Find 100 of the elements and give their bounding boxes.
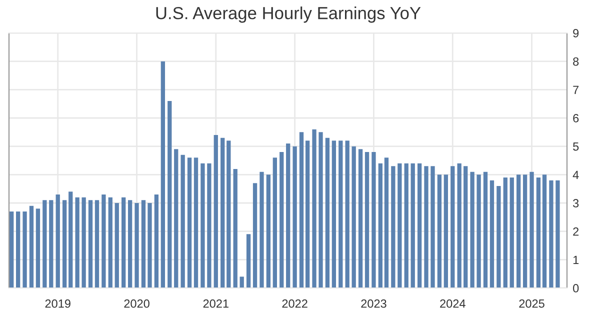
y-tick-label: 4 bbox=[572, 170, 579, 179]
bar bbox=[102, 194, 106, 288]
bar bbox=[42, 200, 47, 288]
bar bbox=[108, 197, 112, 288]
bar bbox=[522, 174, 528, 288]
bar bbox=[510, 178, 514, 288]
bar bbox=[160, 61, 166, 288]
bar bbox=[16, 212, 20, 288]
bar bbox=[272, 158, 277, 288]
bar bbox=[556, 180, 560, 288]
bar bbox=[496, 186, 501, 288]
bar bbox=[148, 203, 152, 288]
y-tick-label: 2 bbox=[573, 227, 579, 236]
bar bbox=[352, 146, 356, 288]
bar bbox=[214, 135, 218, 288]
bar bbox=[384, 158, 389, 288]
bar bbox=[364, 152, 370, 288]
bar bbox=[410, 163, 415, 288]
bar bbox=[82, 197, 86, 288]
x-tick-label: 2025 bbox=[519, 299, 544, 308]
bar bbox=[141, 200, 146, 288]
bar bbox=[207, 163, 212, 288]
bar bbox=[503, 178, 508, 288]
y-tick-label: 6 bbox=[573, 114, 579, 122]
bar bbox=[36, 208, 40, 288]
bar bbox=[536, 178, 541, 288]
bar bbox=[240, 276, 244, 288]
bar bbox=[174, 149, 178, 288]
bar bbox=[378, 163, 382, 288]
bar bbox=[56, 194, 60, 288]
y-tick-label: 3 bbox=[573, 199, 579, 208]
x-tick-label: 2019 bbox=[45, 299, 70, 308]
bar bbox=[187, 158, 192, 288]
bar bbox=[437, 174, 442, 288]
bar bbox=[88, 200, 93, 288]
y-tick-label: 9 bbox=[573, 29, 579, 38]
bar bbox=[358, 149, 363, 288]
bar bbox=[516, 174, 521, 288]
bar bbox=[22, 212, 27, 288]
bar bbox=[168, 101, 172, 288]
bar bbox=[49, 200, 54, 288]
bar bbox=[292, 146, 297, 288]
bar bbox=[200, 163, 205, 288]
bar bbox=[391, 166, 396, 288]
bar bbox=[260, 172, 264, 288]
bar bbox=[10, 212, 14, 288]
x-tick-label: 2022 bbox=[282, 299, 308, 308]
bar bbox=[154, 194, 159, 288]
bar bbox=[325, 138, 330, 288]
bar bbox=[280, 152, 284, 288]
y-tick-label: 0 bbox=[573, 284, 579, 292]
bar bbox=[417, 163, 422, 288]
bar bbox=[470, 172, 474, 288]
bar bbox=[457, 163, 462, 288]
x-tick-label: 2024 bbox=[440, 299, 466, 308]
x-tick-label: 2021 bbox=[203, 299, 228, 308]
bar bbox=[530, 172, 534, 288]
bar bbox=[75, 197, 80, 288]
bar bbox=[430, 166, 435, 288]
bar bbox=[299, 132, 304, 288]
bar bbox=[29, 206, 34, 288]
x-tick-label: 2020 bbox=[124, 299, 150, 308]
bar bbox=[194, 158, 198, 288]
bar bbox=[345, 140, 350, 288]
bar bbox=[122, 197, 126, 288]
bar bbox=[450, 166, 455, 288]
bar bbox=[305, 140, 310, 288]
bar bbox=[464, 166, 468, 288]
y-tick-label: 8 bbox=[573, 57, 579, 66]
bar bbox=[476, 174, 481, 288]
x-tick-label: 2023 bbox=[361, 299, 386, 308]
bar bbox=[338, 140, 343, 288]
bar bbox=[404, 163, 408, 288]
bar bbox=[318, 132, 323, 288]
bar bbox=[398, 163, 402, 288]
bar bbox=[542, 174, 547, 288]
bar bbox=[372, 152, 376, 288]
bar bbox=[128, 200, 132, 288]
bar bbox=[424, 166, 428, 288]
bar bbox=[483, 172, 488, 288]
bar bbox=[180, 154, 185, 288]
y-tick-label: 5 bbox=[573, 142, 579, 151]
bar bbox=[312, 129, 316, 288]
y-tick-label: 1 bbox=[573, 256, 579, 264]
bar bbox=[226, 140, 231, 288]
bar bbox=[490, 180, 494, 288]
bar bbox=[549, 180, 554, 288]
bar bbox=[220, 138, 225, 288]
bar bbox=[68, 192, 73, 288]
y-tick-label: 7 bbox=[573, 86, 579, 94]
bar bbox=[233, 169, 238, 288]
bar bbox=[134, 203, 139, 288]
bar bbox=[332, 140, 336, 288]
bar bbox=[286, 144, 290, 288]
bar bbox=[114, 203, 119, 288]
bar bbox=[246, 234, 251, 288]
bar bbox=[266, 174, 271, 288]
chart-title: U.S. Average Hourly Earnings YoY bbox=[156, 6, 421, 23]
bar bbox=[94, 200, 100, 288]
bar bbox=[444, 174, 448, 288]
